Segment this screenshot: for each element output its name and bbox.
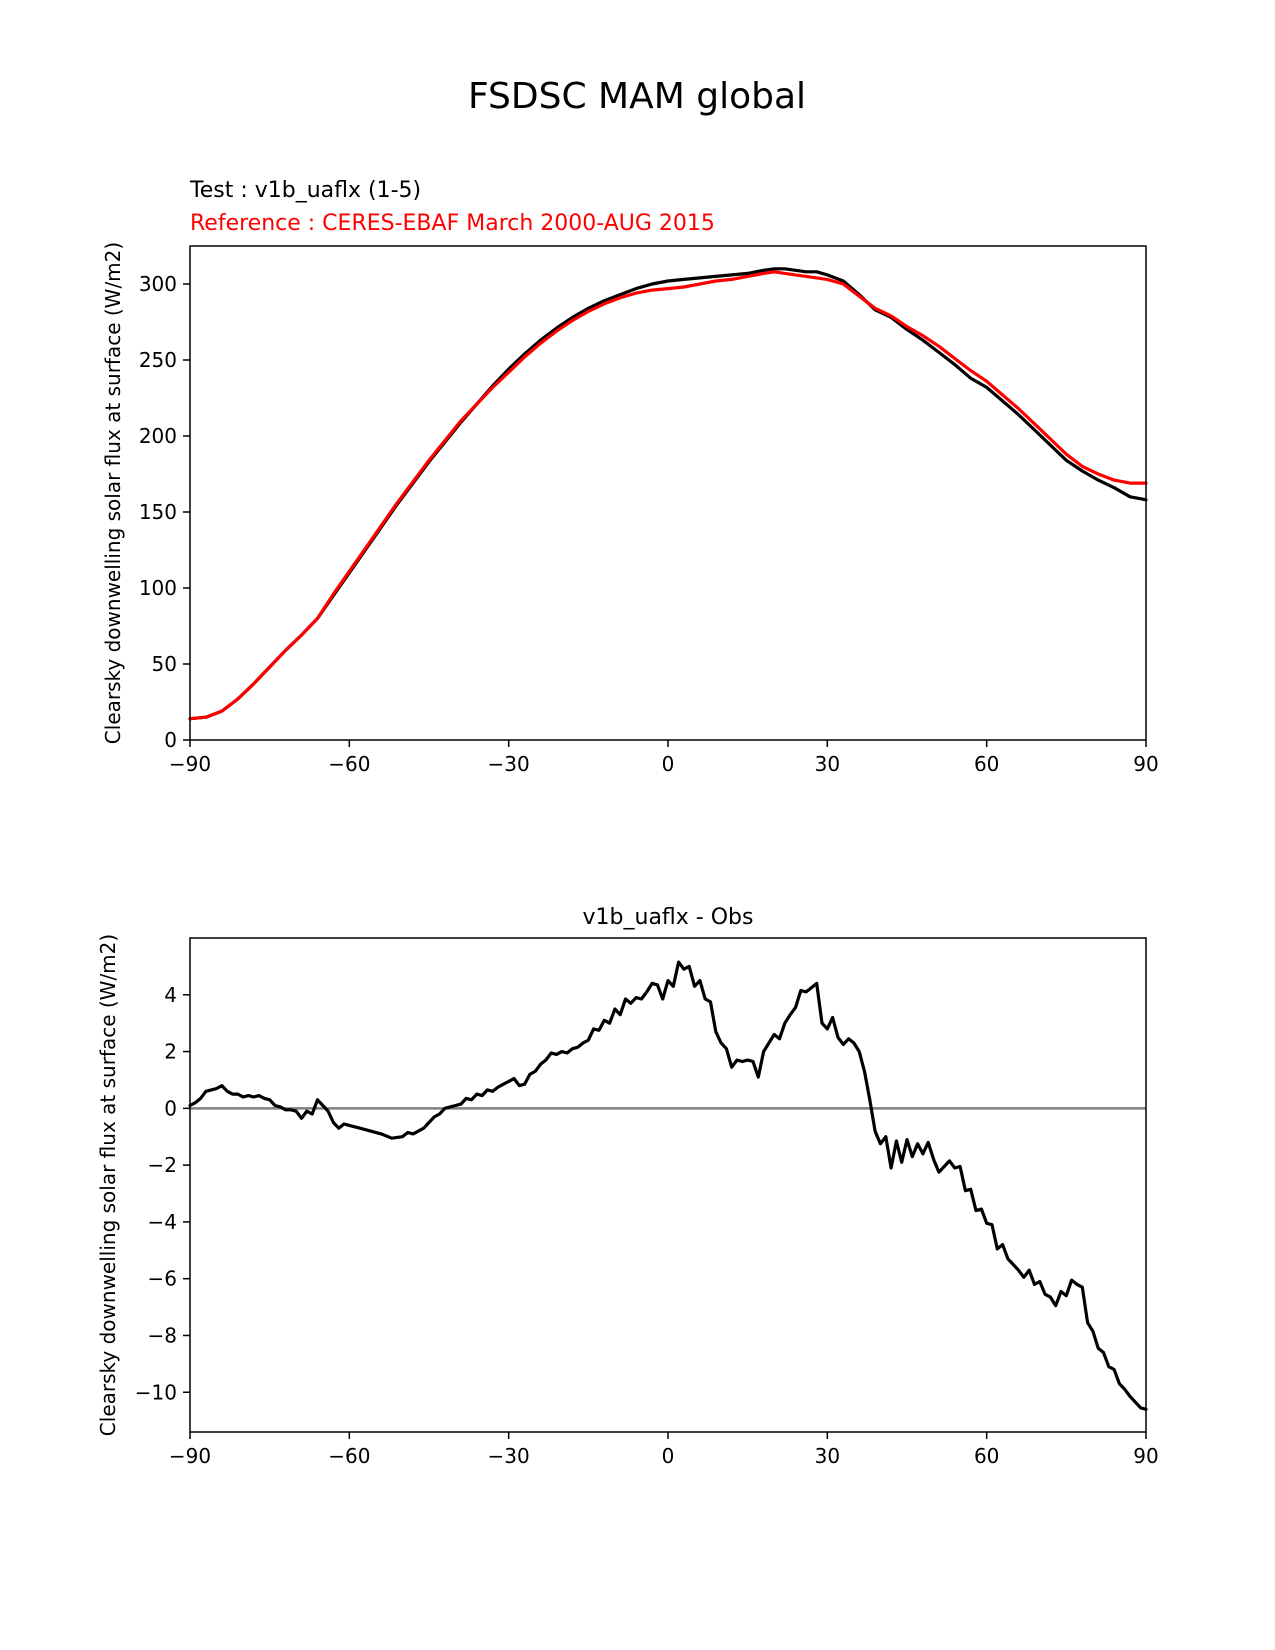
y-axis-label-top: Clearsky downwelling solar flux at surfa… — [101, 242, 125, 744]
y-tick-label: −2 — [148, 1153, 177, 1177]
y-tick-label: −8 — [148, 1323, 177, 1347]
y-tick-label: −6 — [148, 1267, 177, 1291]
x-tick-label: −90 — [169, 1444, 211, 1468]
chart-bottom: v1b_uaflx - Obs −90 −60 −30 0 30 60 90 −10−8−6… — [96, 905, 1159, 1468]
y-tick-label: 100 — [139, 576, 177, 600]
y-tick-label: 250 — [139, 348, 177, 372]
y-tick-label: 4 — [164, 983, 177, 1007]
x-tick-label: 30 — [815, 752, 840, 776]
series-line-difference — [188, 960, 1148, 1411]
y-tick-label: 200 — [139, 424, 177, 448]
chart-top: Test : v1b_uaflx (1-5) Reference : CERES… — [101, 178, 1159, 776]
x-tick-label: −30 — [488, 1444, 530, 1468]
x-tick-label: 90 — [1133, 1444, 1158, 1468]
y-tick-label: 150 — [139, 500, 177, 524]
y-tick-label: 0 — [164, 728, 177, 752]
test-label: Test : v1b_uaflx (1-5) — [189, 178, 421, 203]
x-tick-label: −30 — [488, 752, 530, 776]
figure-title: FSDSC MAM global — [468, 76, 806, 117]
x-tick-label: 0 — [662, 1444, 675, 1468]
x-tick-label: −60 — [328, 752, 370, 776]
x-tick-label: 30 — [815, 1444, 840, 1468]
x-tick-label: −90 — [169, 752, 211, 776]
x-tick-label: 60 — [974, 752, 999, 776]
x-tick-label: 0 — [662, 752, 675, 776]
y-axis-label-bottom: Clearsky downwelling solar flux at surfa… — [96, 934, 120, 1436]
x-tick-label: 60 — [974, 1444, 999, 1468]
y-tick-label: 0 — [164, 1096, 177, 1120]
diff-chart-title: v1b_uaflx - Obs — [583, 905, 754, 930]
y-tick-label: 50 — [152, 652, 177, 676]
y-tick-label: −4 — [148, 1210, 177, 1234]
y-tick-label: −10 — [135, 1380, 177, 1404]
y-tick-label: 300 — [139, 272, 177, 296]
x-tick-label: −60 — [328, 1444, 370, 1468]
x-tick-label: 90 — [1133, 752, 1158, 776]
reference-label: Reference : CERES-EBAF March 2000-AUG 20… — [190, 211, 715, 236]
y-tick-label: 2 — [164, 1040, 177, 1064]
series-line-reference — [188, 270, 1148, 721]
